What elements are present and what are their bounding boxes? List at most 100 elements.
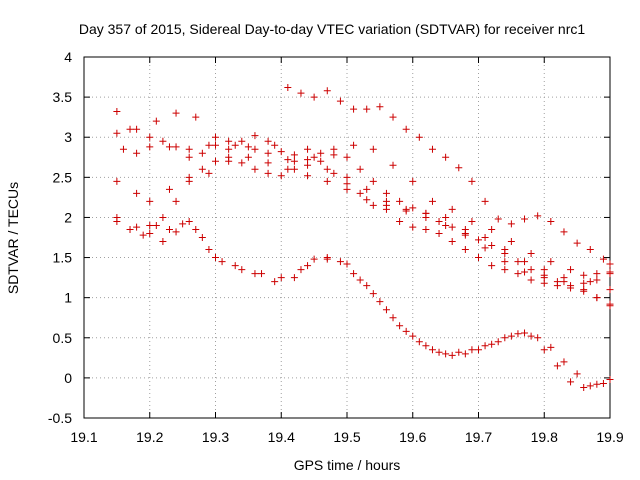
data-point-marker	[481, 234, 489, 241]
data-point-marker	[133, 149, 141, 157]
data-point-marker	[251, 165, 259, 173]
data-point-marker	[475, 236, 482, 244]
data-point-marker	[376, 298, 384, 306]
data-point-marker	[599, 380, 607, 388]
data-point-marker	[435, 348, 443, 356]
data-point-marker	[396, 197, 404, 205]
data-point-marker	[356, 165, 364, 173]
data-point-marker	[297, 266, 305, 274]
y-tick-label: 3.5	[53, 89, 73, 105]
data-point-marker	[119, 145, 127, 153]
data-point-marker	[363, 196, 371, 204]
data-point-marker	[212, 254, 219, 262]
data-point-marker	[521, 258, 529, 266]
y-tick-label: 3	[64, 129, 72, 145]
data-point-marker	[369, 201, 377, 209]
data-point-marker	[593, 270, 601, 278]
data-point-marker	[475, 346, 482, 354]
data-point-marker	[402, 205, 410, 213]
data-point-marker	[488, 225, 496, 233]
data-point-marker	[238, 137, 246, 145]
data-point-marker	[586, 278, 594, 286]
data-point-marker	[363, 282, 371, 290]
data-point-marker	[396, 322, 404, 330]
data-point-marker	[376, 103, 384, 111]
data-point-marker	[225, 137, 233, 145]
data-point-marker	[468, 177, 476, 185]
data-point-marker	[284, 156, 292, 164]
data-point-marker	[310, 255, 318, 263]
data-point-marker	[461, 246, 469, 254]
data-point-marker	[251, 132, 259, 140]
data-point-marker	[415, 133, 423, 141]
data-point-marker	[435, 217, 443, 225]
data-point-marker	[580, 384, 588, 392]
data-point-marker	[488, 262, 496, 270]
data-point-marker	[225, 153, 233, 161]
data-point-marker	[514, 330, 522, 338]
data-point-marker	[507, 238, 515, 246]
data-point-marker	[304, 172, 312, 180]
data-point-marker	[573, 239, 581, 247]
data-point-marker	[165, 225, 173, 233]
data-point-marker	[271, 278, 279, 286]
data-point-marker	[409, 332, 417, 340]
data-point-marker	[553, 282, 561, 290]
data-point-marker	[599, 255, 607, 263]
data-point-marker	[113, 177, 121, 185]
data-point-marker	[547, 343, 555, 351]
data-point-marker	[369, 145, 377, 153]
x-tick-label: 19.2	[136, 429, 163, 445]
data-point-marker	[461, 350, 469, 358]
data-point-marker	[271, 141, 279, 149]
data-point-marker	[540, 346, 548, 354]
x-tick-label: 19.8	[531, 429, 558, 445]
data-point-marker	[238, 159, 246, 167]
data-point-marker	[448, 351, 456, 359]
data-point-marker	[442, 350, 450, 358]
data-point-marker	[481, 197, 489, 205]
data-point-marker	[179, 220, 187, 228]
data-point-marker	[580, 271, 588, 279]
y-tick-label: 2	[64, 209, 72, 225]
data-point-marker	[573, 370, 581, 378]
data-point-marker	[304, 145, 312, 153]
data-point-marker	[290, 274, 298, 282]
data-point-marker	[113, 108, 121, 116]
data-point-marker	[382, 205, 390, 213]
data-point-marker	[527, 250, 535, 258]
data-point-marker	[350, 105, 358, 113]
data-point-marker	[567, 266, 575, 274]
data-point-marker	[567, 284, 575, 292]
x-tick-labels: 19.1 19.2 19.3 19.4 19.5 19.6 19.7 19.8 19.9	[70, 429, 623, 445]
data-point-marker	[527, 276, 535, 284]
y-tick-label: 4	[64, 49, 72, 65]
data-point-marker	[567, 378, 575, 386]
data-point-marker	[277, 172, 285, 180]
data-point-marker	[501, 250, 509, 258]
data-point-marker	[422, 225, 430, 233]
data-point-marker	[159, 137, 167, 145]
data-point-marker	[323, 87, 331, 95]
data-point-marker	[205, 141, 213, 149]
data-point-marker	[336, 97, 344, 105]
data-point-marker	[455, 348, 463, 356]
data-point-marker	[389, 113, 397, 121]
data-point-marker	[481, 342, 489, 350]
data-point-marker	[409, 223, 417, 231]
data-point-marker	[468, 346, 476, 354]
data-point-marker	[198, 149, 206, 157]
data-point-marker	[560, 228, 568, 236]
data-point-marker	[225, 145, 233, 153]
data-point-marker	[521, 268, 529, 276]
data-point-marker	[501, 334, 509, 342]
data-point-marker	[593, 276, 601, 284]
data-point-marker	[442, 213, 450, 221]
data-point-marker	[244, 143, 252, 151]
data-point-marker	[198, 165, 206, 173]
data-point-marker	[323, 165, 331, 173]
data-point-marker	[494, 338, 502, 346]
data-point-marker	[264, 149, 272, 157]
data-point-marker	[363, 185, 371, 193]
